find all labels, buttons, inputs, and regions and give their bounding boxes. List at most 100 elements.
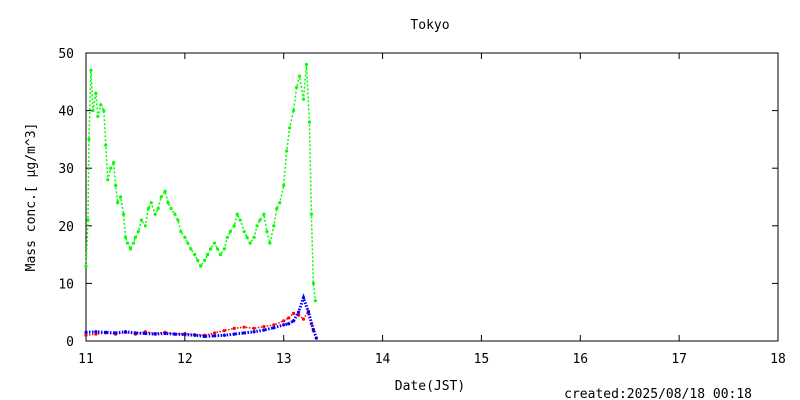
data-point (189, 247, 193, 251)
data-point (121, 212, 126, 216)
data-point (232, 224, 236, 228)
data-point (314, 336, 318, 340)
y-tick-label: 20 (58, 220, 74, 235)
data-point (163, 189, 167, 193)
data-point (102, 109, 106, 113)
data-point (114, 331, 118, 335)
series-2 (84, 293, 318, 340)
data-point (106, 178, 110, 182)
data-point (84, 333, 88, 337)
y-tick-label: 10 (58, 277, 74, 292)
data-point (311, 327, 315, 332)
data-point (199, 264, 203, 268)
data-point (255, 224, 259, 228)
data-point (222, 333, 226, 337)
data-point (89, 68, 93, 72)
data-point (183, 333, 187, 337)
data-point (252, 330, 256, 334)
data-point (212, 331, 217, 335)
data-point (193, 253, 197, 257)
data-point (258, 218, 262, 222)
data-point (242, 229, 246, 234)
chart-title: Tokyo (410, 18, 449, 33)
data-point (304, 62, 309, 67)
data-point (84, 330, 88, 334)
data-point (146, 206, 150, 211)
data-point (275, 206, 279, 211)
data-point (176, 218, 180, 222)
data-point (313, 299, 317, 303)
data-point (292, 109, 296, 113)
data-point (292, 319, 296, 323)
data-point (242, 331, 246, 335)
data-point (125, 241, 130, 245)
data-points (84, 62, 318, 340)
data-point (123, 330, 128, 334)
data-point (208, 247, 213, 251)
data-point (272, 323, 276, 327)
x-tick-label: 17 (671, 352, 687, 367)
data-point (173, 212, 177, 216)
data-point (297, 74, 302, 78)
data-point (212, 334, 217, 338)
data-point (301, 296, 306, 300)
data-point (87, 137, 91, 141)
data-point (265, 229, 269, 234)
data-point (285, 149, 289, 153)
data-point (301, 97, 306, 101)
data-point (131, 241, 136, 245)
data-point (238, 218, 242, 222)
data-point (203, 258, 207, 262)
series-trace (85, 293, 318, 339)
y-tick-label: 40 (58, 105, 74, 120)
data-point (287, 322, 291, 326)
data-point (228, 229, 232, 234)
plot-frame (85, 52, 779, 342)
data-point (136, 229, 140, 234)
data-point (94, 91, 98, 95)
data-point (173, 332, 177, 336)
data-point (282, 319, 286, 323)
data-point (287, 316, 291, 320)
x-tick-label: 13 (276, 352, 292, 367)
data-point (292, 311, 296, 315)
data-point (109, 166, 113, 170)
data-point (99, 103, 103, 107)
y-tick-label: 50 (58, 47, 74, 62)
data-point (163, 331, 167, 336)
data-point (242, 325, 246, 329)
data-point (104, 330, 108, 334)
y-tick-label: 0 (66, 335, 74, 350)
data-point (278, 201, 282, 205)
data-point (282, 323, 286, 327)
data-point (196, 258, 200, 262)
data-point (112, 160, 116, 165)
data-point (222, 247, 226, 251)
data-point (133, 235, 138, 239)
data-point (288, 126, 292, 130)
data-point (143, 331, 147, 336)
data-point (294, 85, 299, 90)
data-point (268, 241, 272, 245)
x-axis-label: Date(JST) (395, 379, 465, 394)
data-point (296, 310, 301, 314)
data-point (307, 120, 312, 124)
x-tick-label: 15 (474, 352, 490, 367)
data-point (272, 224, 276, 228)
x-tick-label: 14 (375, 352, 391, 367)
data-point (183, 235, 187, 239)
data-point (311, 281, 315, 285)
y-axis-label: Mass conc.[ μg/m^3] (24, 123, 39, 272)
data-point (153, 332, 157, 336)
data-point (262, 325, 266, 329)
series-0 (84, 62, 317, 303)
data-point (262, 212, 266, 216)
data-point (232, 326, 236, 330)
data-point (232, 332, 236, 336)
data-point (156, 206, 160, 211)
data-point (96, 114, 100, 118)
data-point (306, 310, 311, 314)
data-point (153, 212, 157, 216)
data-point (252, 326, 256, 330)
